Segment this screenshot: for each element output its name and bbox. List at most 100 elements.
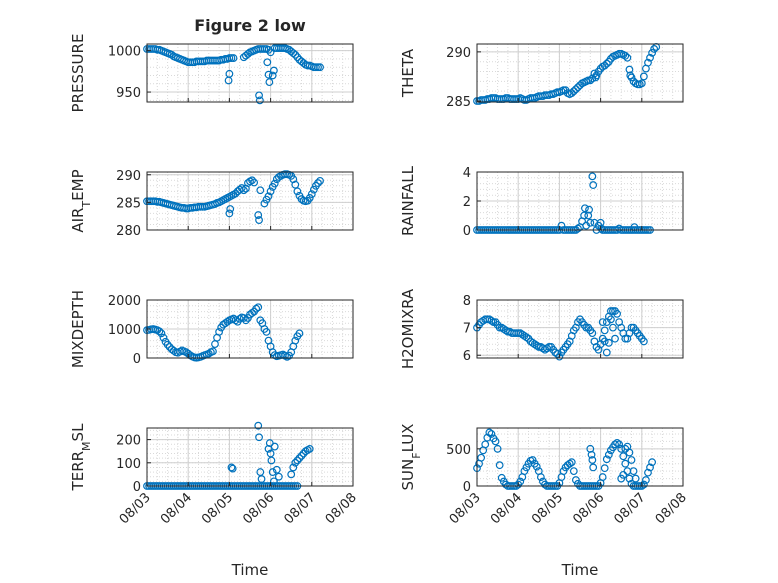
x-tick-label: 08/03 (447, 490, 484, 527)
y-tick-label: 0 (133, 352, 141, 367)
plot-area (477, 428, 683, 486)
panel-air_temp: 280 285 290 AIRTEMP (69, 169, 354, 239)
data-point (584, 211, 593, 220)
y-axis-label: H2OMIXRA (399, 288, 417, 369)
axes-box (476, 43, 684, 103)
y-tick-label: 0 (463, 480, 471, 495)
y-tick-label: 8 (463, 294, 471, 309)
data-point (600, 464, 609, 473)
data-point (256, 186, 265, 195)
data-point (266, 48, 275, 57)
x-tick-label: 08/08 (323, 490, 360, 527)
data-point (215, 328, 224, 336)
data-point (287, 470, 296, 479)
data-point (248, 176, 256, 185)
data-point (650, 45, 659, 53)
data-point (648, 458, 656, 467)
data-point (532, 462, 541, 471)
data-point (626, 71, 635, 80)
data-point (155, 327, 164, 336)
x-tick-label: 08/07 (612, 490, 649, 527)
axes-box (476, 427, 684, 487)
data-point (528, 456, 537, 464)
plot-area (147, 44, 353, 102)
data-point (263, 58, 272, 67)
x-tick-label: 08/05 (529, 490, 566, 527)
data-point (602, 455, 611, 464)
data-point (588, 456, 597, 464)
data-point (309, 185, 318, 194)
data-point (225, 209, 234, 218)
data-point (581, 204, 589, 213)
y-tick-label: 200 (116, 434, 141, 449)
y-axis-label: MIXDEPTH (69, 290, 87, 368)
data-point (167, 50, 176, 59)
x-axis-label: Time (231, 561, 269, 579)
y-tick-label: 0 (463, 224, 471, 239)
data-point (291, 336, 300, 345)
data-point (516, 477, 525, 486)
data-point (305, 444, 314, 453)
data-point (592, 71, 601, 80)
data-point (257, 475, 266, 483)
data-point (255, 433, 263, 442)
data-point (567, 458, 576, 467)
data-point (589, 463, 598, 472)
data-point (642, 476, 650, 484)
data-point (316, 176, 324, 185)
x-tick-label: 08/05 (199, 490, 236, 527)
panel-rainfall: 0 2 4 RAINFALL (399, 165, 684, 239)
y-tick-label: 280 (116, 224, 141, 239)
data-point (272, 465, 281, 474)
data-point (617, 474, 626, 483)
data-point (316, 63, 324, 72)
data-point (265, 78, 274, 87)
plot-area (147, 428, 353, 486)
data-point (619, 452, 628, 461)
data-point (602, 59, 611, 68)
data-point (565, 459, 574, 468)
panel-sun_flux: 0 500 08/03 08/04 08/05 08/06 08/07 08/08 Time SU… (399, 424, 690, 579)
data-point (639, 337, 648, 346)
data-point (625, 65, 634, 74)
data-point (291, 50, 300, 59)
data-point (522, 333, 531, 342)
y-tick-label: 1000 (108, 45, 141, 60)
data-point (307, 190, 316, 198)
data-point (477, 453, 486, 462)
data-point (260, 199, 269, 208)
data-point (611, 440, 619, 449)
panel-pressure: 950 1000 PRESSURE (69, 34, 354, 113)
y-axis-label: SUNFLUX (399, 424, 423, 491)
data-point (588, 172, 597, 181)
data-point (613, 438, 621, 447)
y-axis-label: PRESSURE (69, 34, 87, 113)
data-point (587, 450, 596, 459)
data-point (574, 224, 582, 233)
data-point (274, 472, 283, 481)
data-point (497, 473, 506, 482)
y-axis-label: TERRMSL (69, 423, 93, 492)
y-tick-label: 290 (446, 46, 471, 61)
axes-box (146, 43, 354, 103)
data-point (255, 216, 263, 224)
data-point (589, 181, 598, 189)
data-point (314, 179, 322, 187)
data-point (289, 463, 298, 472)
data-point (228, 464, 237, 473)
data-point (569, 87, 578, 96)
data-point (264, 70, 273, 79)
data-point (600, 326, 609, 335)
y-tick-label: 285 (116, 196, 141, 211)
data-point (223, 317, 232, 326)
data-point (297, 451, 306, 460)
data-point (237, 184, 246, 192)
data-point (532, 341, 541, 350)
figure-title: Figure 2 low (194, 16, 306, 35)
data-point (571, 85, 580, 94)
panel-h2omixra: 6 7 8 H2OMIXRA (399, 288, 684, 369)
data-point (602, 348, 611, 357)
data-point (227, 463, 236, 472)
x-tick-label: 08/08 (653, 490, 690, 527)
